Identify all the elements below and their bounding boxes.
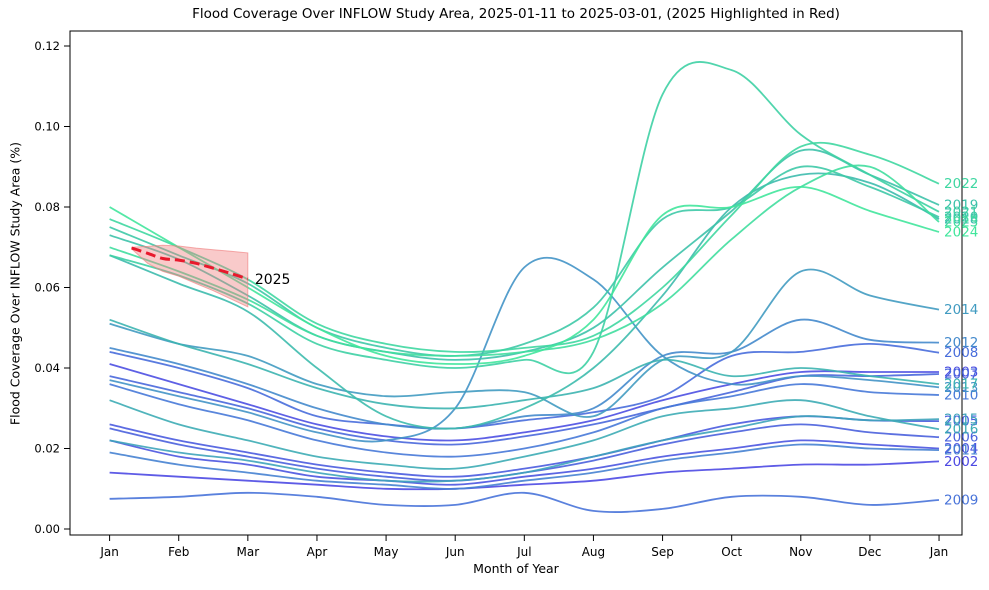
- series-label-2019: 2019: [944, 197, 978, 213]
- series-line-2004: [109, 439, 940, 486]
- x-tick-label: Aug: [582, 545, 605, 559]
- x-tick-label: Jan: [929, 545, 949, 559]
- x-tick-label: Sep: [651, 545, 674, 559]
- x-tick-label: Feb: [168, 545, 189, 559]
- series-line-2009: [109, 491, 940, 513]
- series-label-2022: 2022: [944, 176, 978, 192]
- series-line-2008: [109, 342, 940, 430]
- x-tick-label: Apr: [307, 545, 328, 559]
- series-label-2007: 2007: [944, 367, 978, 383]
- series-line-2018: [109, 172, 940, 430]
- y-tick-label: 0.00: [34, 522, 60, 536]
- series-label-2014: 2014: [944, 302, 978, 318]
- series-line-2010: [109, 383, 940, 458]
- series-label-2020: 2020: [944, 210, 978, 226]
- series-label-2013: 2013: [944, 380, 978, 396]
- y-tick-label: 0.10: [34, 120, 60, 134]
- chart-title: Flood Coverage Over INFLOW Study Area, 2…: [192, 6, 840, 22]
- series-label-2006: 2006: [944, 430, 978, 446]
- series-label-2011: 2011: [944, 443, 978, 459]
- x-tick-label: Dec: [858, 545, 881, 559]
- series-label-2018: 2018: [944, 212, 978, 228]
- series-label-2008: 2008: [944, 345, 978, 361]
- x-tick-label: Oct: [721, 545, 742, 559]
- series-line-2015: [109, 415, 940, 483]
- highlight-confidence-band: [131, 244, 249, 308]
- series-label-2004: 2004: [944, 441, 978, 457]
- series-line-2003: [109, 363, 939, 442]
- series-line-2014: [109, 268, 940, 418]
- x-tick-label: Mar: [237, 545, 260, 559]
- y-tick-label: 0.02: [34, 442, 60, 456]
- series-line-2021: [109, 61, 940, 375]
- series-line-2017: [109, 318, 940, 410]
- highlight-line-2025: [131, 246, 249, 281]
- y-tick-label: 0.08: [34, 200, 60, 214]
- series-label-2005: 2005: [944, 414, 978, 430]
- x-tick-label: May: [374, 545, 399, 559]
- series-label-2015: 2015: [944, 412, 978, 428]
- series-label-2012: 2012: [944, 335, 978, 351]
- highlight-annotation: 2025: [255, 272, 291, 288]
- series-label-2002: 2002: [944, 454, 978, 470]
- series-label-2010: 2010: [944, 387, 978, 403]
- series-label-2009: 2009: [944, 493, 978, 509]
- x-tick-label: Nov: [789, 545, 812, 559]
- x-tick-label: Jan: [99, 545, 119, 559]
- series-label-2017: 2017: [944, 377, 978, 393]
- series-line-2016: [109, 399, 940, 470]
- x-tick-label: Jul: [516, 545, 531, 559]
- axes-frame: [69, 30, 963, 536]
- y-axis-label: Flood Coverage Over INFLOW Study Area (%…: [7, 141, 23, 426]
- x-tick-label: Jun: [445, 545, 465, 559]
- series-label-2021: 2021: [944, 204, 978, 220]
- y-tick-label: 0.04: [34, 361, 60, 375]
- x-axis-label: Month of Year: [473, 561, 559, 576]
- y-tick-label: 0.12: [34, 39, 60, 53]
- series-line-2011: [109, 443, 940, 490]
- series-label-2024: 2024: [944, 224, 978, 240]
- y-tick-label: 0.06: [34, 281, 60, 295]
- series-line-2002: [109, 460, 940, 491]
- series-line-2013: [109, 256, 940, 443]
- series-label-2016: 2016: [944, 422, 978, 438]
- series-label-2003: 2003: [944, 365, 978, 381]
- series-label-2023: 2023: [944, 214, 978, 230]
- series-line-2012: [109, 318, 940, 430]
